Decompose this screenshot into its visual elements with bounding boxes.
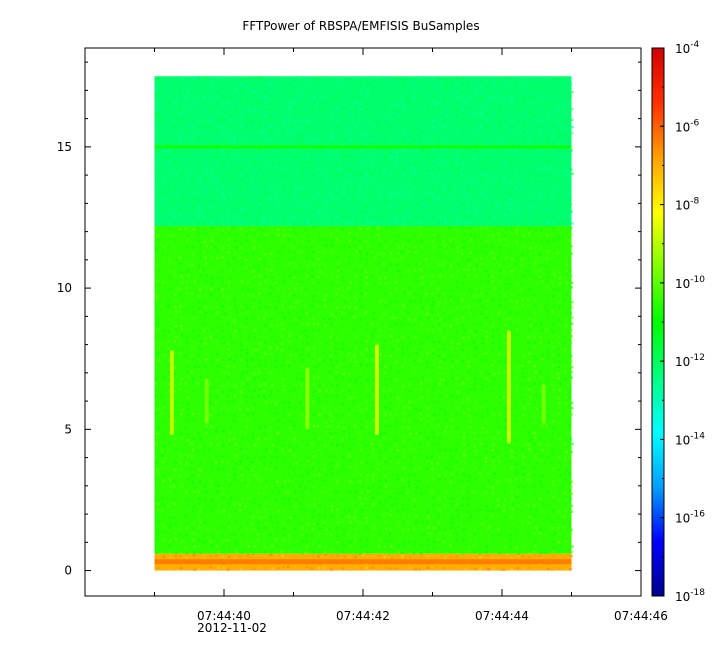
colorbar-tick-label: 10-4 [675,40,700,56]
chart-title: FFTPower of RBSPA/EMFISIS BuSamples [242,19,479,33]
x-tick-label: 07:44:40 [197,609,251,623]
colorbar-tick-label: 10-18 [675,588,705,604]
y-tick-label: 10 [57,281,72,295]
colorbar-tick-label: 10-16 [675,510,705,526]
colorbar-tick-label: 10-6 [675,118,700,134]
colorbar-tick-label: 10-14 [675,431,705,447]
spectrogram-image [154,76,574,572]
emission-burst [305,367,310,430]
y-tick-label: 15 [57,140,72,154]
x-axis-date-label: 2012-11-02 [197,621,267,635]
x-axis: 07:44:40 07:44:42 07:44:44 07:44:46 [84,48,668,623]
y-tick-label: 5 [64,422,72,436]
emission-burst [169,350,174,435]
y-tick-label: 0 [64,564,72,578]
emission-burst [204,378,209,424]
emission-burst [506,330,511,444]
line-feature [154,145,572,149]
colorbar-tick-label: 10-8 [675,197,700,213]
emission-burst [541,384,546,424]
low-frequency-core [154,559,572,565]
x-tick-label: 07:44:46 [614,609,668,623]
spectrogram-texture [154,225,574,556]
colorbar-tick-label: 10-12 [675,353,705,369]
x-tick-label: 07:44:44 [475,609,529,623]
y-axis: 0 5 10 15 [57,61,641,578]
emission-burst [374,344,379,435]
colorbar-axis: 10-4 10-6 10-8 10-10 10-12 10-14 10-16 10-18 [660,40,705,604]
x-tick-label: 07:44:42 [336,609,390,623]
spectrogram-texture [154,76,574,226]
colorbar-tick-label: 10-10 [675,275,705,291]
